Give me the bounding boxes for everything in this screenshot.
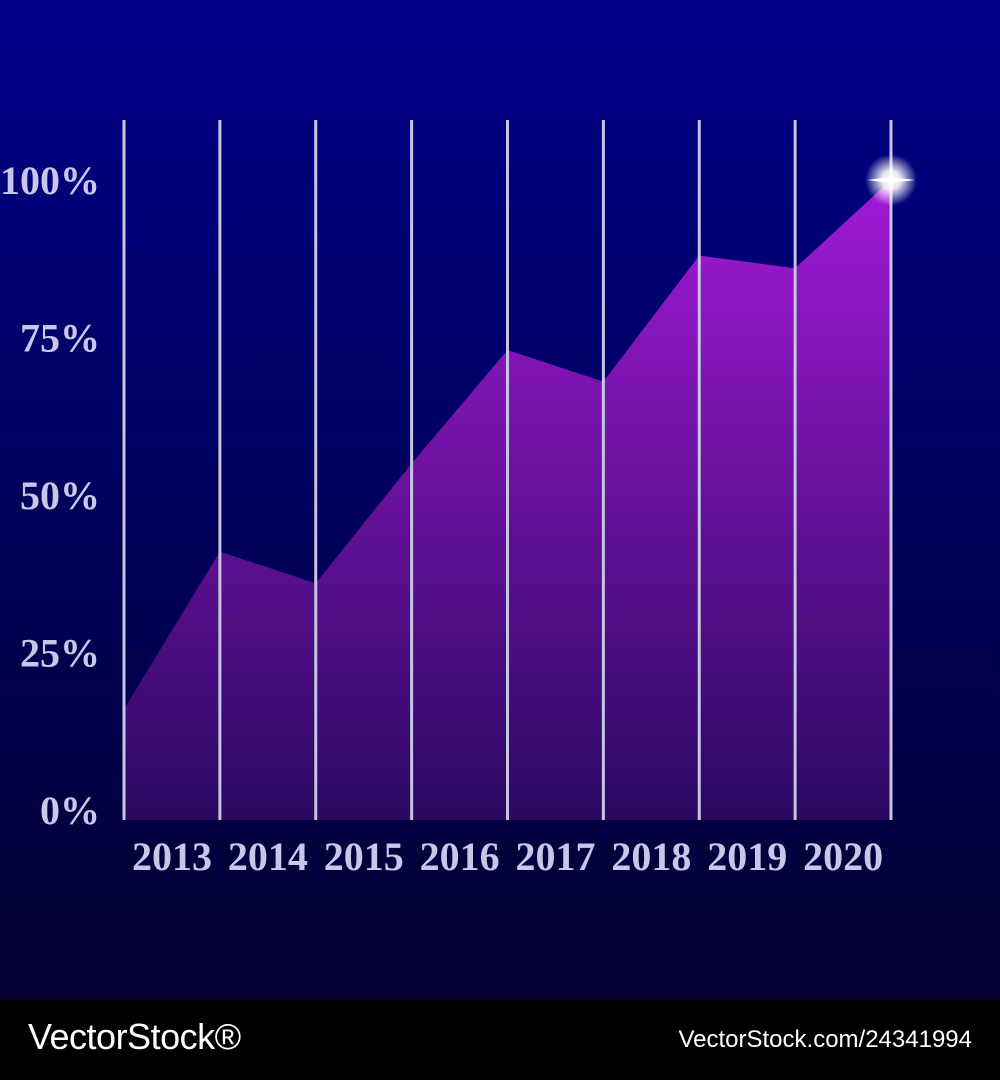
- x-tick-label: 2015: [324, 834, 404, 879]
- brand-logo: VectorStock®: [28, 1016, 241, 1057]
- y-tick-label: 75%: [20, 316, 100, 361]
- x-tick-label: 2016: [420, 834, 500, 879]
- x-tick-label: 2018: [611, 834, 691, 879]
- x-tick-label: 2013: [132, 834, 212, 879]
- x-axis-labels: 2013 2014 2015 2016 2017 2018 2019 2020: [132, 834, 883, 879]
- y-tick-label: 50%: [20, 473, 100, 518]
- x-tick-label: 2017: [515, 834, 595, 879]
- image-id-text: VectorStock.com/24341994: [678, 1026, 972, 1053]
- x-tick-label: 2020: [803, 834, 883, 879]
- y-tick-label: 100%: [0, 158, 100, 203]
- footer-bar: VectorStock® VectorStock.com/24341994: [0, 1000, 1000, 1080]
- area-chart: 0% 25% 50% 75% 100% 2013 2014 2015 2016 2017 2018…: [0, 0, 1000, 1000]
- y-tick-label: 0%: [40, 788, 100, 833]
- x-tick-label: 2014: [228, 834, 308, 879]
- sparkle-icon: [867, 166, 915, 194]
- gridlines: [122, 120, 893, 820]
- x-tick-label: 2019: [707, 834, 787, 879]
- highlight-marker: [865, 154, 917, 206]
- y-axis-labels: 0% 25% 50% 75% 100%: [0, 158, 100, 833]
- y-tick-label: 25%: [20, 631, 100, 676]
